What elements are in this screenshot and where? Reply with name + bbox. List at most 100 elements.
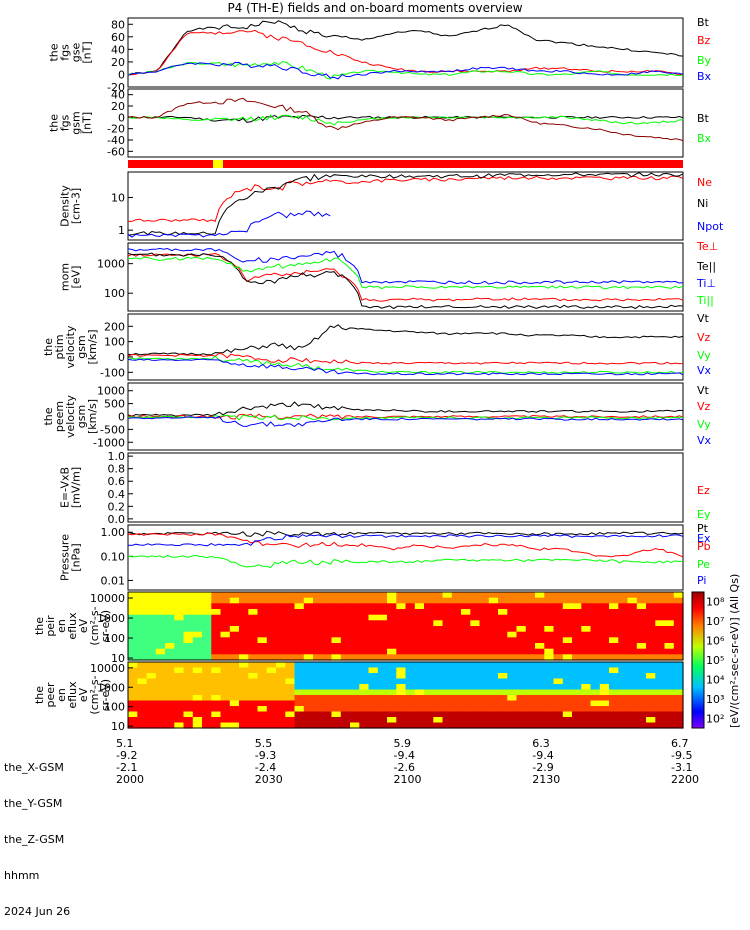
spectrogram-cell xyxy=(211,597,222,604)
spectrogram-cell xyxy=(239,722,249,729)
spectrogram-cell xyxy=(368,695,379,702)
spectrogram-cell xyxy=(581,626,592,633)
spectrogram-cell xyxy=(461,700,471,707)
spectrogram-cell xyxy=(387,597,397,604)
spectrogram-cell xyxy=(414,662,425,669)
spectrogram-cell xyxy=(433,637,444,644)
spectrogram-cell xyxy=(599,711,610,718)
legend-entry: Vx xyxy=(697,364,712,377)
panel-frame xyxy=(127,452,684,523)
spectrogram-cell xyxy=(276,695,286,702)
spectrogram-cell xyxy=(146,643,157,650)
spectrogram-cell xyxy=(414,637,425,644)
spectrogram-cell xyxy=(239,643,249,650)
spectrogram-cell xyxy=(276,626,286,633)
spectrogram-cell xyxy=(507,722,518,729)
spectrogram-cell xyxy=(220,592,231,599)
spectrogram-cell xyxy=(313,673,323,680)
spectrogram-cell xyxy=(368,637,379,644)
spectrogram-cell xyxy=(535,678,545,685)
spectrogram-cell xyxy=(257,689,268,696)
spectrogram-cell xyxy=(655,717,666,724)
spectrogram-cell xyxy=(479,609,490,616)
spectrogram-cell xyxy=(581,667,592,674)
spectrogram-cell xyxy=(202,684,212,691)
spectrogram-cell xyxy=(211,678,222,685)
spectrogram-cell xyxy=(368,597,379,604)
spectrogram-cell xyxy=(479,684,490,691)
spectrogram-cell xyxy=(396,684,407,691)
spectrogram-cell xyxy=(368,711,379,718)
spectrogram-cell xyxy=(248,620,259,627)
spectrogram-cell xyxy=(146,637,157,644)
spectrogram-cell xyxy=(303,626,314,633)
spectrogram-cell xyxy=(553,706,564,713)
x-tick-label: 6.7 xyxy=(671,737,689,750)
spectrogram-cell xyxy=(359,700,370,707)
spectrogram-cell xyxy=(461,711,471,718)
spectrogram-cell xyxy=(433,648,444,655)
legend-entry: Pb xyxy=(697,540,711,553)
spectrogram-cell xyxy=(581,711,592,718)
spectrogram-cell xyxy=(128,654,138,661)
spectrogram-cell xyxy=(507,620,518,627)
spectrogram-cell xyxy=(599,648,610,655)
spectrogram-cell xyxy=(229,654,240,661)
spectrogram-cell xyxy=(488,678,499,685)
spectrogram-cell xyxy=(294,717,305,724)
spectrogram-cell xyxy=(294,667,305,674)
spectrogram-cell xyxy=(507,603,518,610)
spectrogram-cell xyxy=(535,706,545,713)
spectrogram-cell xyxy=(322,648,333,655)
y-axis-label: eV xyxy=(77,618,90,633)
spectrogram-cell xyxy=(599,597,610,604)
spectrogram-cell xyxy=(257,662,268,669)
spectrogram-cell xyxy=(525,654,536,661)
spectrogram-cell xyxy=(479,626,490,633)
spectrogram-cell xyxy=(572,609,582,616)
x-axis-row-labels: the_X-GSM the_Y-GSM the_Z-GSM hhmm 2024 … xyxy=(4,738,70,930)
spectrogram-cell xyxy=(535,717,545,724)
spectrogram-cell xyxy=(590,592,601,599)
spectrogram-cell xyxy=(220,700,231,707)
spectrogram-cell xyxy=(137,648,148,655)
series-line xyxy=(127,247,684,285)
spectrogram-cell xyxy=(562,654,573,661)
spectrogram-cell xyxy=(146,631,157,638)
spectrogram-cell xyxy=(627,673,638,680)
spectrogram-cell xyxy=(424,643,434,650)
spectrogram-cell xyxy=(350,722,360,729)
spectrogram-cell xyxy=(609,614,619,621)
spectrogram-cell xyxy=(646,667,656,674)
spectrogram-cell xyxy=(525,626,536,633)
spectrogram-cell xyxy=(646,631,656,638)
spectrogram-cell xyxy=(627,706,638,713)
spectrogram-cell xyxy=(183,717,194,724)
spectrogram-cell xyxy=(609,620,619,627)
spectrogram-cell xyxy=(239,695,249,702)
colorbar-tick-label: 10⁸ xyxy=(706,596,725,609)
spectrogram-cell xyxy=(322,620,333,627)
spectrogram-cell xyxy=(479,631,490,638)
spectrogram-cell xyxy=(183,684,194,691)
spectrogram-cell xyxy=(350,706,360,713)
spectrogram-cell xyxy=(350,603,360,610)
spectrogram-cell xyxy=(525,711,536,718)
spectrogram-cell xyxy=(544,631,555,638)
spectrogram-cell xyxy=(294,643,305,650)
spectrogram-cell xyxy=(183,620,194,627)
spectrogram-cell xyxy=(516,609,527,616)
spectrogram-cell xyxy=(488,597,499,604)
spectrogram-cell xyxy=(350,717,360,724)
spectrogram-cell xyxy=(488,626,499,633)
series-line xyxy=(127,355,684,374)
spectrogram-cell xyxy=(535,592,545,599)
spectrogram-cell xyxy=(331,662,342,669)
legend-entry: Vt xyxy=(697,384,710,397)
y-axis-label: [mV/m] xyxy=(70,467,83,508)
spectrogram-cell xyxy=(340,637,351,644)
spectrogram-cell xyxy=(442,609,453,616)
spectrogram-cell xyxy=(498,654,508,661)
spectrogram-cell xyxy=(424,673,434,680)
spectrogram-cell xyxy=(174,648,185,655)
